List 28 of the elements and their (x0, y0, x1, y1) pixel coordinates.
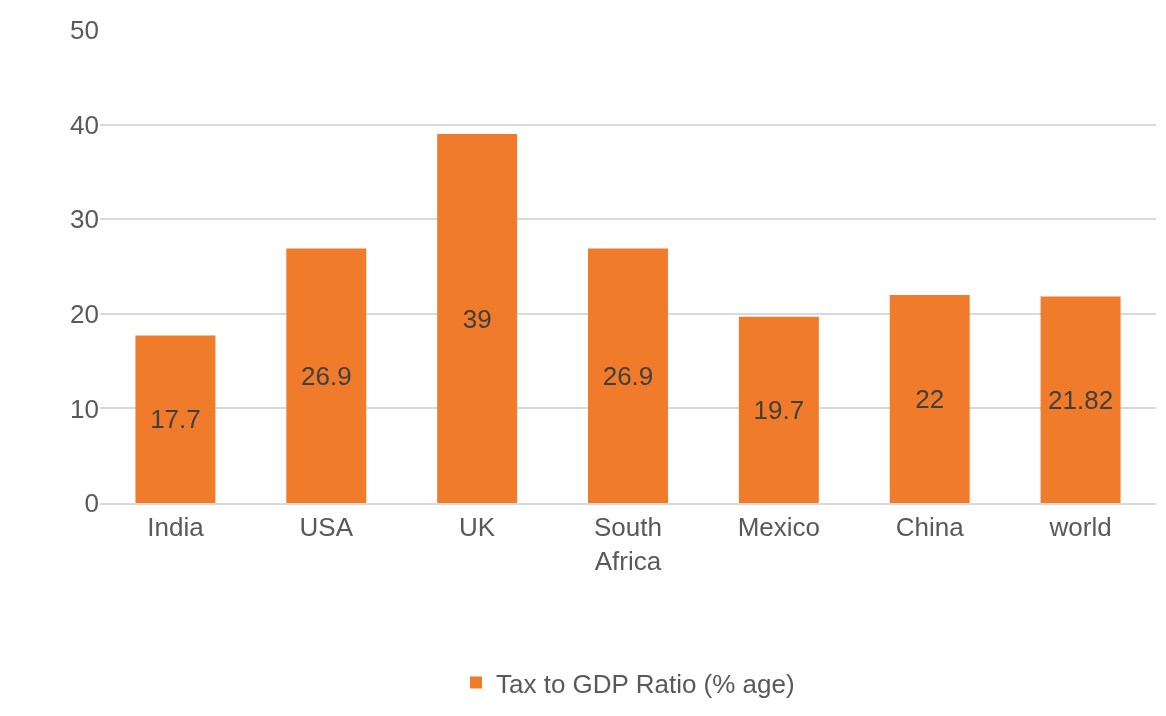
data-label: 21.82 (1048, 384, 1114, 415)
data-label: 39 (462, 303, 492, 334)
y-tick-label: 30 (70, 204, 99, 235)
data-label: 22 (915, 383, 945, 414)
bar (286, 248, 367, 503)
x-tick-label: South Africa (594, 511, 662, 576)
bar (588, 248, 668, 503)
legend-label: Tax to GDP Ratio (% age) (496, 668, 795, 699)
data-label: 26.9 (602, 360, 654, 391)
data-label: 26.9 (300, 360, 352, 391)
x-tick-label: USA (299, 511, 354, 542)
x-tick-label: UK (459, 511, 496, 542)
bar (135, 335, 216, 503)
x-tick-label: Mexico (737, 511, 821, 542)
bar (738, 316, 819, 503)
y-tick-label: 10 (70, 393, 99, 424)
y-tick-label: 40 (70, 109, 99, 140)
x-tick-label: world (1048, 511, 1112, 542)
data-label: 19.7 (753, 394, 805, 425)
data-label: 17.7 (150, 404, 201, 435)
bar (1040, 296, 1121, 503)
x-tick-label: China (895, 511, 965, 542)
y-tick-label: 0 (84, 488, 99, 519)
y-tick-label: 50 (70, 15, 99, 46)
x-tick-label: India (147, 511, 205, 542)
bar (437, 134, 518, 503)
y-tick-label: 20 (70, 298, 99, 329)
bar (889, 294, 970, 503)
